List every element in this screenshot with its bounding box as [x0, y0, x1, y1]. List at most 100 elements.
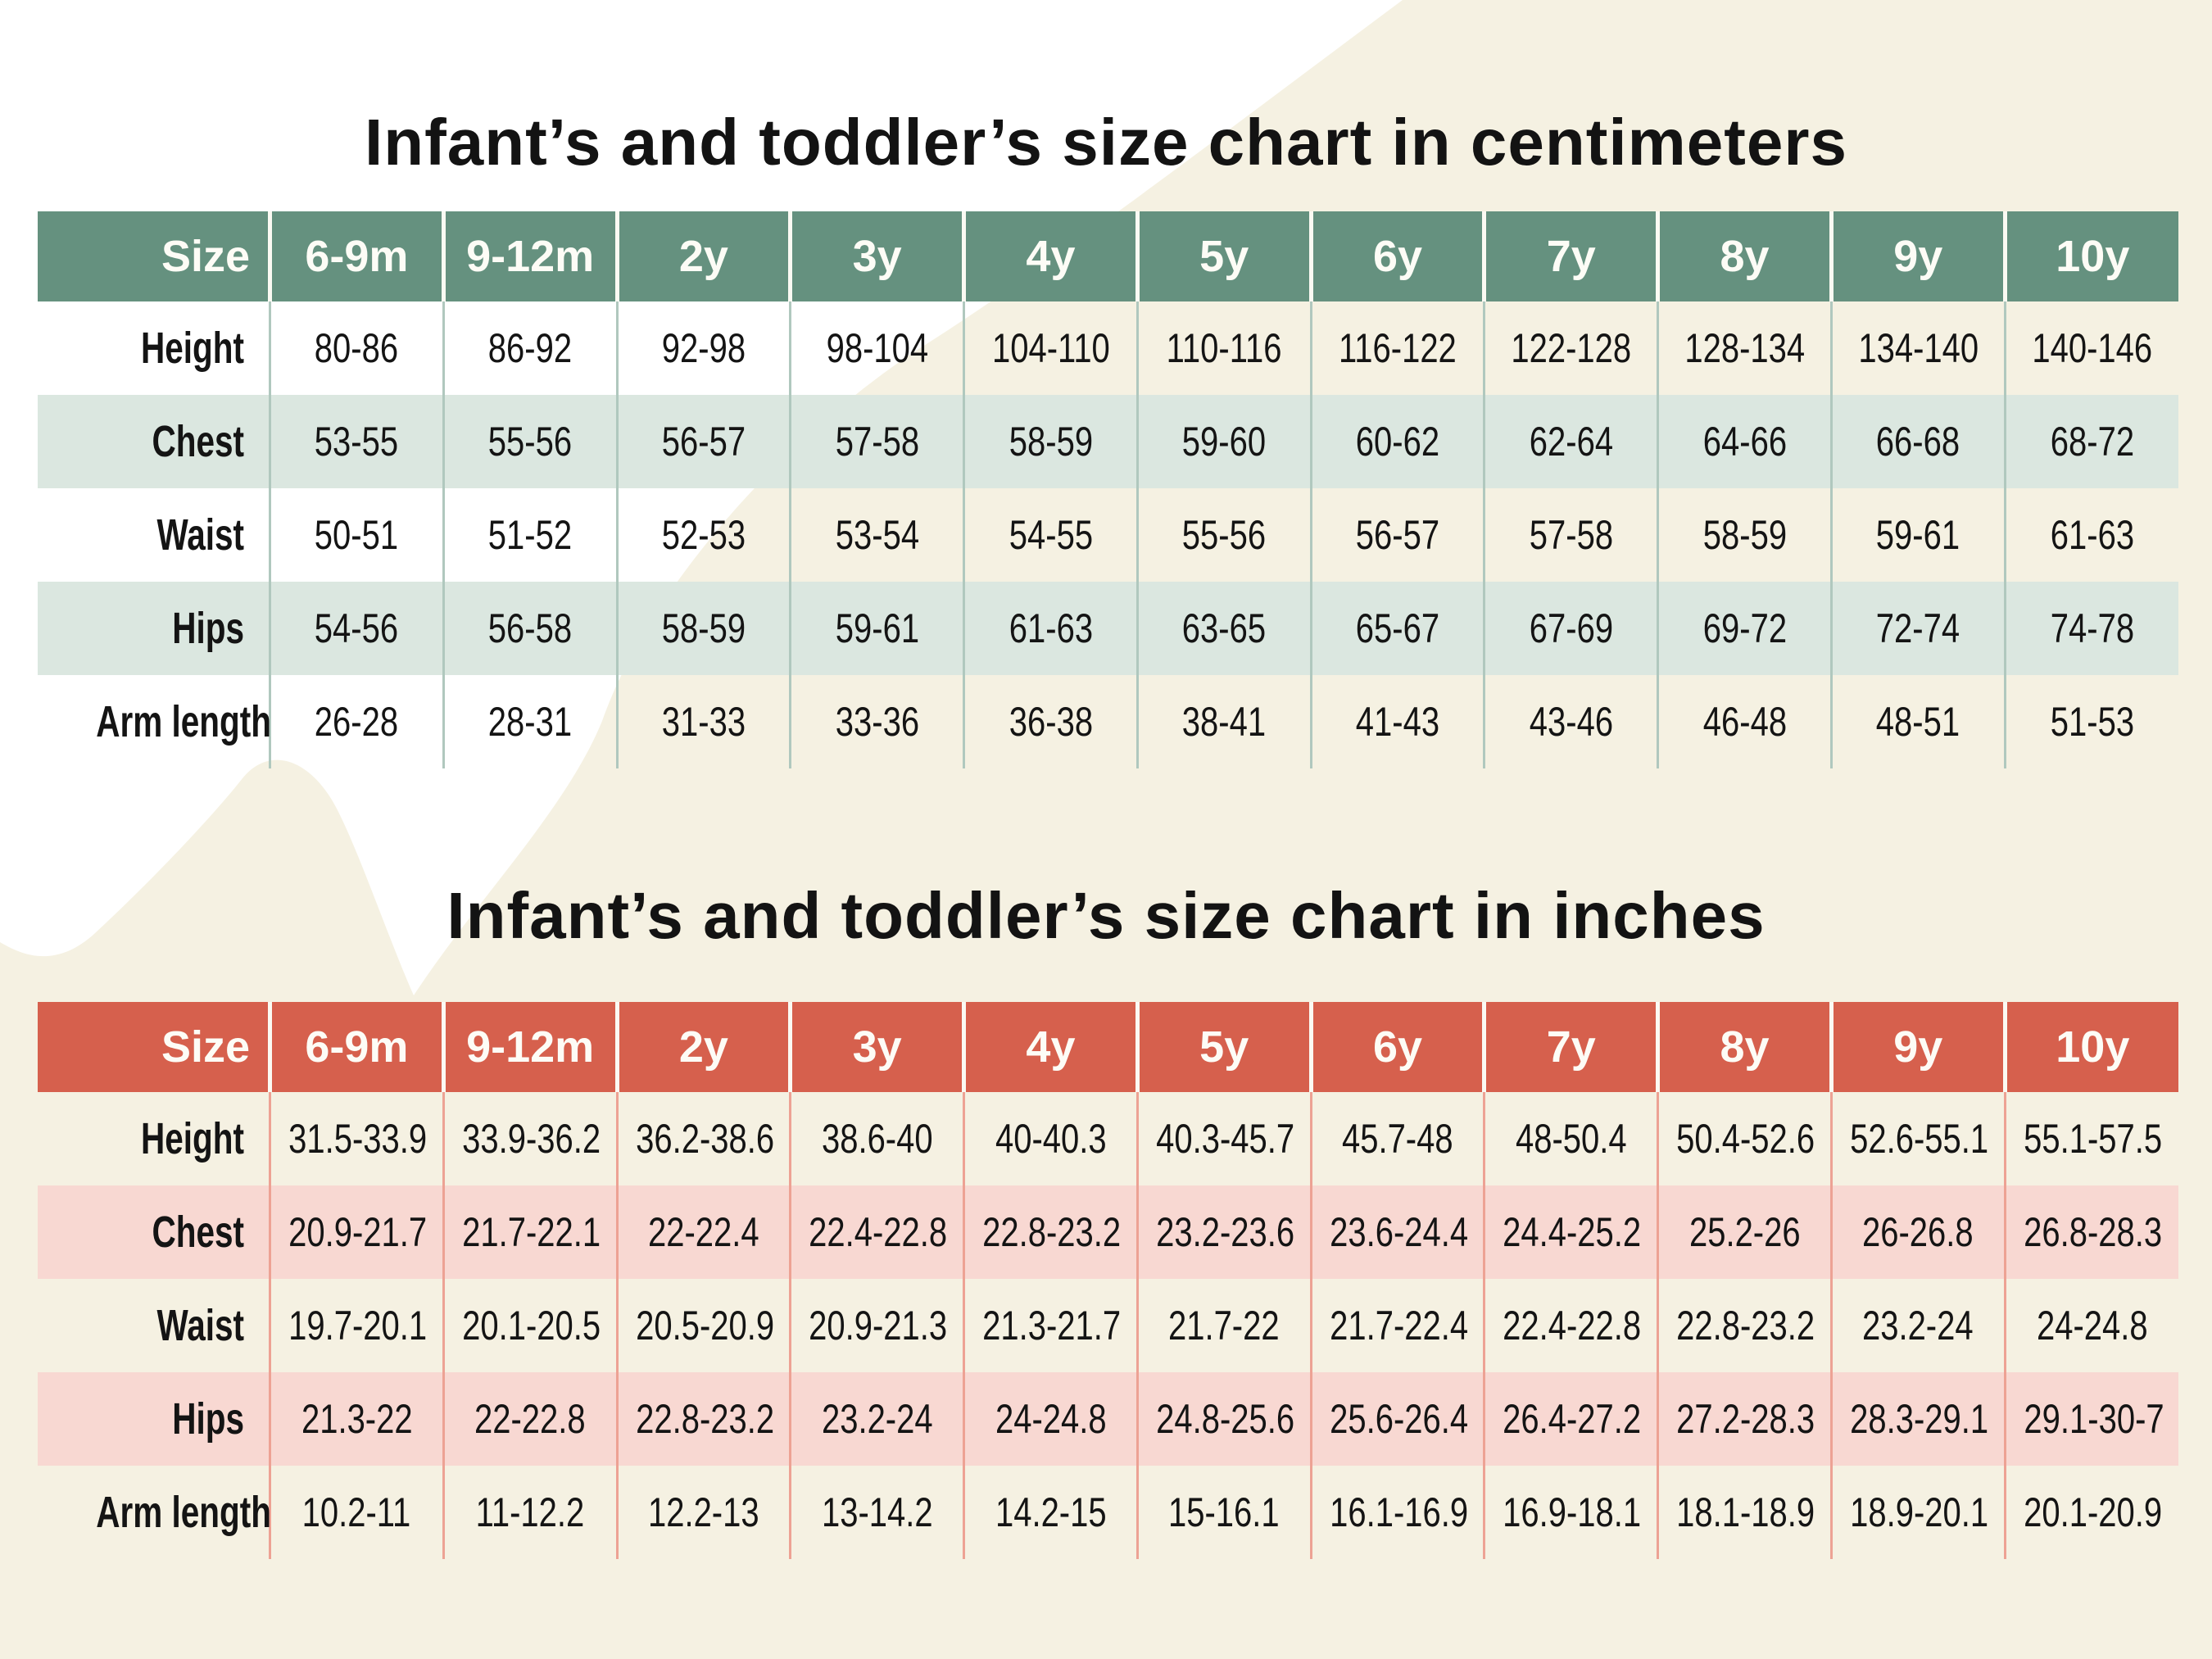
value-cell: 54-56 — [269, 582, 444, 675]
in-row-waist: Waist 19.7-20.1 20.1-20.5 20.5-20.9 20.9-21.… — [38, 1279, 2178, 1372]
value-cell: 57-58 — [1483, 488, 1658, 582]
value-text: 21.7-22 — [1168, 1303, 1281, 1349]
value-text: 57-58 — [1529, 512, 1613, 558]
value-text: 18.1-18.9 — [1676, 1489, 1815, 1535]
cm-column-header-8y: 8y — [1656, 211, 1832, 301]
cm-column-header-10y: 10y — [2002, 211, 2178, 301]
value-cell: 24-24.8 — [963, 1372, 1138, 1466]
value-text: 53-54 — [835, 512, 919, 558]
value-text: 40-40.3 — [995, 1116, 1107, 1162]
value-text: 50.4-52.6 — [1676, 1116, 1815, 1162]
row-label-cell: Waist — [38, 1279, 270, 1372]
value-cell: 55-56 — [1135, 488, 1312, 582]
value-cell: 40.3-45.7 — [1135, 1092, 1312, 1185]
value-cell: 104-110 — [963, 301, 1138, 395]
value-cell: 67-69 — [1483, 582, 1658, 675]
in-row-chest: Chest 20.9-21.7 21.7-22.1 22-22.4 22.4-22.8 2… — [38, 1185, 2178, 1279]
value-cell: 59-60 — [1135, 395, 1312, 488]
row-label-cell: Hips — [38, 1372, 270, 1466]
value-cell: 21.7-22.1 — [442, 1185, 618, 1279]
value-cell: 48-50.4 — [1483, 1092, 1658, 1185]
value-cell: 59-61 — [789, 582, 964, 675]
value-cell: 22-22.8 — [442, 1372, 618, 1466]
value-text: 122-128 — [1511, 325, 1632, 371]
value-cell: 134-140 — [1829, 301, 2006, 395]
value-text: 54-55 — [1009, 512, 1093, 558]
value-text: 55-56 — [1182, 512, 1267, 558]
value-text: 20.5-20.9 — [635, 1303, 774, 1349]
in-column-header-9-12m: 9-12m — [441, 1002, 618, 1092]
value-cell: 38-41 — [1135, 675, 1312, 768]
value-cell: 28.3-29.1 — [1829, 1372, 2006, 1466]
value-text: 20.1-20.5 — [461, 1303, 601, 1349]
row-label: Arm length — [96, 697, 272, 746]
row-label: Chest — [152, 1208, 244, 1257]
value-cell: 116-122 — [1309, 301, 1484, 395]
row-label: Height — [141, 324, 244, 373]
value-cell: 62-64 — [1483, 395, 1658, 488]
row-label-cell: Arm length — [38, 675, 272, 768]
cm-table-body: Height 80-86 86-92 92-98 98-104 104-110 110-11… — [38, 301, 2178, 768]
value-cell: 65-67 — [1309, 582, 1484, 675]
value-cell: 36.2-38.6 — [615, 1092, 791, 1185]
value-text: 33-36 — [835, 699, 919, 745]
value-cell: 22.8-23.2 — [615, 1372, 791, 1466]
cm-column-header-3y: 3y — [788, 211, 964, 301]
inches-header-row: Size 6-9m 9-12m 2y 3y 4y 5y 6y 7y 8y 9y 10y — [38, 1002, 2178, 1092]
value-text: 33.9-36.2 — [461, 1116, 601, 1162]
value-text: 16.9-18.1 — [1503, 1489, 1642, 1535]
value-text: 74-78 — [2050, 605, 2134, 651]
cm-column-header-7y: 7y — [1482, 211, 1658, 301]
value-cell: 64-66 — [1657, 395, 1832, 488]
value-cell: 80-86 — [269, 301, 444, 395]
value-text: 55-56 — [487, 419, 573, 465]
value-cell: 56-57 — [1309, 488, 1484, 582]
value-text: 38.6-40 — [821, 1116, 933, 1162]
row-label-cell: Chest — [38, 1185, 270, 1279]
value-text: 92-98 — [661, 325, 746, 371]
value-text: 46-48 — [1702, 699, 1787, 745]
value-text: 52.6-55.1 — [1850, 1116, 1989, 1162]
inches-chart-title: Infant’s and toddler’s size chart in inc… — [446, 879, 1766, 952]
value-text: 24-24.8 — [2036, 1303, 2148, 1349]
value-cell: 51-53 — [2003, 675, 2178, 768]
cm-row-hips: Hips 54-56 56-58 58-59 59-61 61-63 63-65 65-67 6… — [38, 582, 2178, 675]
value-text: 24.4-25.2 — [1503, 1209, 1642, 1255]
value-cell: 56-58 — [442, 582, 618, 675]
value-text: 58-59 — [1702, 512, 1787, 558]
value-text: 68-72 — [2050, 419, 2134, 465]
in-column-header-4y: 4y — [962, 1002, 1138, 1092]
value-text: 23.6-24.4 — [1329, 1209, 1468, 1255]
value-text: 24.8-25.6 — [1155, 1396, 1294, 1442]
value-cell: 21.3-21.7 — [963, 1279, 1138, 1372]
value-cell: 20.5-20.9 — [615, 1279, 791, 1372]
value-text: 40.3-45.7 — [1155, 1116, 1294, 1162]
cm-column-header-9y: 9y — [1829, 211, 2006, 301]
value-text: 61-63 — [1009, 605, 1093, 651]
cm-header-row: Size 6-9m 9-12m 2y 3y 4y 5y 6y 7y 8y 9y 10y — [38, 211, 2178, 301]
value-cell: 22-22.4 — [615, 1185, 791, 1279]
value-text: 12.2-13 — [648, 1489, 759, 1535]
row-label: Hips — [172, 604, 244, 653]
value-cell: 20.9-21.3 — [789, 1279, 964, 1372]
value-cell: 26.4-27.2 — [1483, 1372, 1658, 1466]
value-cell: 26.8-28.3 — [2003, 1185, 2178, 1279]
value-text: 48-50.4 — [1515, 1116, 1627, 1162]
value-text: 134-140 — [1857, 325, 1979, 371]
value-cell: 22.4-22.8 — [1483, 1279, 1658, 1372]
row-label-cell: Height — [38, 1092, 270, 1185]
in-row-arm-length: Arm length 10.2-11 11-12.2 12.2-13 13-14.2 14… — [38, 1466, 2178, 1559]
value-text: 86-92 — [487, 325, 573, 371]
in-column-header-10y: 10y — [2002, 1002, 2178, 1092]
value-text: 22-22.8 — [474, 1396, 586, 1442]
value-text: 24-24.8 — [995, 1396, 1107, 1442]
value-cell: 24.8-25.6 — [1135, 1372, 1312, 1466]
value-text: 25.6-26.4 — [1329, 1396, 1468, 1442]
value-cell: 58-59 — [1657, 488, 1832, 582]
value-text: 48-51 — [1876, 699, 1960, 745]
value-text: 23.2-23.6 — [1155, 1209, 1294, 1255]
value-cell: 14.2-15 — [963, 1466, 1138, 1559]
cm-column-header-4y: 4y — [962, 211, 1138, 301]
value-cell: 20.9-21.7 — [269, 1185, 444, 1279]
value-cell: 21.7-22.4 — [1309, 1279, 1484, 1372]
